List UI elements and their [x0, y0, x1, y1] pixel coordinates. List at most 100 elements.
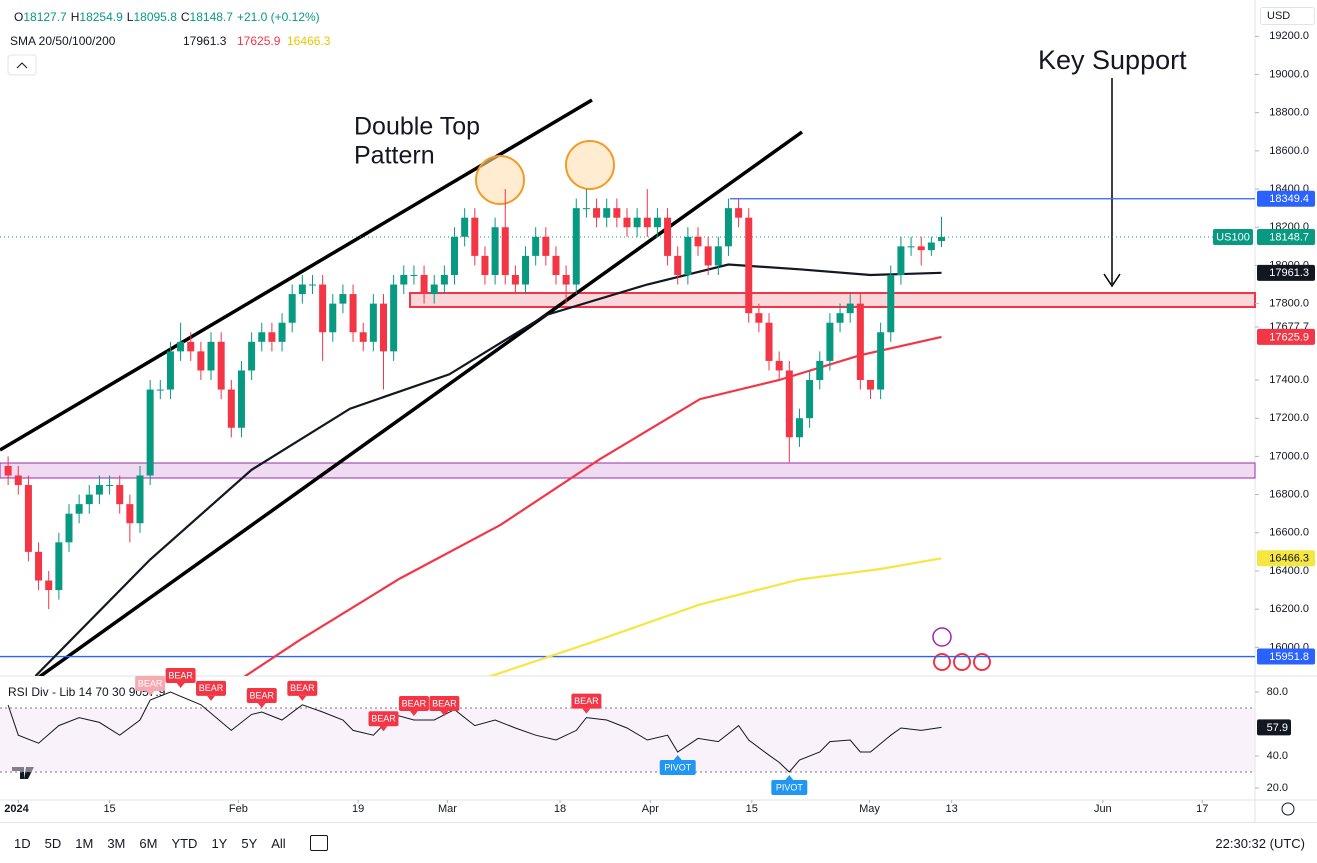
candle-body [572, 208, 580, 285]
y-tick-label: 17400.0 [1269, 374, 1309, 386]
currency-select[interactable]: USD [1260, 7, 1316, 25]
signal-label: PIVOT [664, 762, 692, 772]
candle-body [440, 274, 448, 285]
candle-body [177, 341, 185, 352]
x-tick-label: 13 [946, 803, 958, 815]
event-icon[interactable] [933, 653, 951, 671]
event-icon[interactable] [932, 627, 952, 647]
price-badge-label: 15951.8 [1269, 651, 1309, 663]
candle-body [643, 217, 651, 228]
signal-pointer [257, 703, 266, 709]
candle-body [735, 208, 743, 218]
x-tick-label: 17 [1196, 803, 1208, 815]
arrow-head [1103, 273, 1121, 288]
y-tick-label: 17200.0 [1269, 412, 1309, 424]
candle-body [795, 418, 803, 438]
symbol-badge-label: US100 [1216, 231, 1250, 243]
sma-value: 17625.9 [237, 34, 281, 48]
range-button[interactable]: 1M [75, 835, 94, 851]
signal-pointer [207, 695, 216, 701]
key-support-zone [409, 292, 1256, 308]
range-button[interactable]: YTD [171, 835, 198, 851]
sma-line [243, 335, 942, 676]
candle-body [410, 274, 418, 276]
candle-body [522, 255, 530, 285]
price-badge [1257, 328, 1315, 345]
candle-body [491, 227, 499, 275]
signal-pointer [440, 711, 449, 717]
event-icon[interactable] [973, 653, 991, 671]
candle-body [349, 294, 357, 333]
candle-body [856, 303, 864, 381]
calendar-button[interactable] [309, 835, 328, 851]
ohlc-key: O [14, 10, 24, 24]
range-button[interactable]: 5D [44, 835, 62, 851]
candle-body [461, 217, 469, 237]
ohlc-value: 18095.8 [133, 10, 177, 24]
y-tick-label: 19000.0 [1269, 68, 1309, 80]
candle-body [582, 208, 590, 210]
collapse-button[interactable] [7, 54, 37, 76]
candle-body [562, 274, 570, 285]
candle-body [55, 542, 63, 591]
rsi-badge [1257, 719, 1291, 736]
signal-label: BEAR [371, 714, 396, 724]
y-tick-label: 16200.0 [1269, 603, 1309, 615]
candle-body [511, 274, 519, 285]
range-button[interactable]: 1Y [211, 835, 228, 851]
chevron [16, 62, 28, 69]
settings-icon[interactable] [1281, 802, 1295, 816]
signal-pointer [176, 683, 185, 689]
candle-body [552, 255, 560, 275]
candle-body [765, 322, 773, 361]
candle-body [866, 380, 874, 390]
candle-body [745, 217, 753, 314]
x-tick-label: Feb [229, 803, 248, 815]
trend-line [0, 98, 593, 452]
sma-value: 17961.3 [183, 34, 227, 48]
candle-body [623, 217, 631, 228]
signal-pointer [298, 695, 307, 701]
y-tick-label: 16600.0 [1269, 527, 1309, 539]
candle-body [917, 246, 925, 251]
candle-body [85, 494, 93, 505]
price-badge [1257, 229, 1315, 246]
toolbar: 22:30:32 (UTC) 1D 5D 1M 3M 6M YTD 1Y 5Y All [0, 822, 1317, 863]
signal-pointer [146, 691, 155, 697]
signal-box [429, 696, 460, 712]
ohlc-value: 18254.9 [79, 10, 123, 24]
candle-body [451, 236, 459, 275]
candle-body [836, 313, 844, 323]
range-button[interactable]: 5Y [241, 835, 258, 851]
candle-body [938, 237, 946, 242]
candle-body [481, 255, 489, 275]
signal-pointer [409, 711, 418, 717]
range-button[interactable]: 6M [139, 835, 158, 851]
candle-body [826, 322, 834, 361]
signal-box [135, 676, 166, 692]
candle-body [664, 217, 672, 256]
candle-body [24, 485, 32, 552]
candle-body [714, 246, 722, 266]
candle-body [248, 341, 256, 371]
candle-body [420, 274, 428, 295]
signal-box [287, 680, 318, 696]
y-tick-label: 40.0 [1267, 750, 1288, 762]
signal-label: BEAR [574, 696, 599, 706]
candle-body [369, 303, 377, 342]
range-button[interactable]: 1D [14, 835, 31, 851]
candle-body [258, 332, 266, 342]
price-badge [1257, 264, 1315, 281]
candle-body [785, 370, 793, 438]
candle-body [339, 294, 347, 304]
candle-body [308, 284, 316, 286]
signal-box [771, 780, 808, 796]
support-zone [0, 462, 1256, 479]
candle-body [724, 208, 732, 247]
range-button[interactable]: All [271, 835, 286, 851]
range-button[interactable]: 3M [107, 835, 126, 851]
candle-body [45, 580, 53, 591]
event-icon[interactable] [953, 653, 971, 671]
y-tick-label: 16400.0 [1269, 565, 1309, 577]
candle-body [156, 389, 164, 391]
